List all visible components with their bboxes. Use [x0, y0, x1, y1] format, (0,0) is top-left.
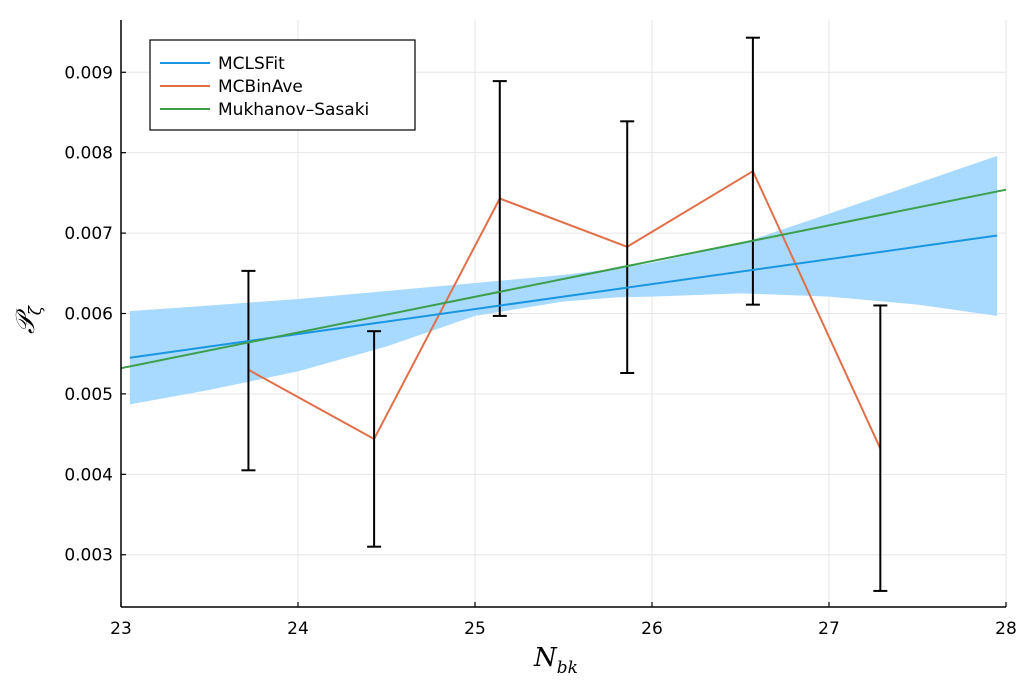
y-axis-label-sub: ζ	[26, 304, 46, 315]
x-axis-label: Nbk	[533, 643, 578, 678]
x-tick-label-23: 23	[110, 619, 132, 639]
error-bar-5	[745, 36, 760, 306]
legend: MCLSFit MCBinAve Mukhanov–Sasaki	[149, 39, 416, 131]
error-bar-2	[367, 330, 382, 548]
legend-label-mukhanov: Mukhanov–Sasaki	[218, 100, 369, 120]
y-tick-label-0.009: 0.009	[64, 63, 113, 83]
band-layer	[129, 155, 998, 405]
tick-layer: 23 24 25 26 27 28 0.003 0.004 0.005 0.006 0.007 0.0…	[64, 63, 1016, 639]
series-layer	[120, 36, 1007, 592]
x-tick-label-25: 25	[464, 619, 486, 639]
error-bar-3	[492, 80, 507, 317]
x-tick-label-24: 24	[287, 619, 309, 639]
x-tick-label-26: 26	[641, 619, 663, 639]
series-line-mcbinave	[247, 170, 882, 450]
y-tick-label-0.008: 0.008	[64, 144, 113, 164]
error-bar-1	[241, 269, 256, 472]
error-bar-4	[620, 120, 635, 375]
x-axis-label-sub: bk	[557, 658, 578, 678]
x-axis-label-main: N	[533, 643, 558, 673]
confidence-band-mclsfit	[129, 155, 998, 405]
x-tick-label-27: 27	[818, 619, 840, 639]
series-line-mukhanov	[120, 188, 1007, 370]
y-tick-label-0.003: 0.003	[64, 546, 113, 566]
legend-label-mcbinave: MCBinAve	[218, 77, 303, 97]
legend-label-mclsfit: MCLSFit	[218, 54, 285, 74]
y-tick-label-0.007: 0.007	[64, 224, 113, 244]
y-tick-label-0.006: 0.006	[64, 305, 113, 325]
y-tick-label-0.004: 0.004	[64, 465, 113, 485]
x-tick-label-28: 28	[995, 619, 1017, 639]
error-bar-6	[873, 304, 888, 592]
y-tick-label-0.005: 0.005	[64, 385, 113, 405]
